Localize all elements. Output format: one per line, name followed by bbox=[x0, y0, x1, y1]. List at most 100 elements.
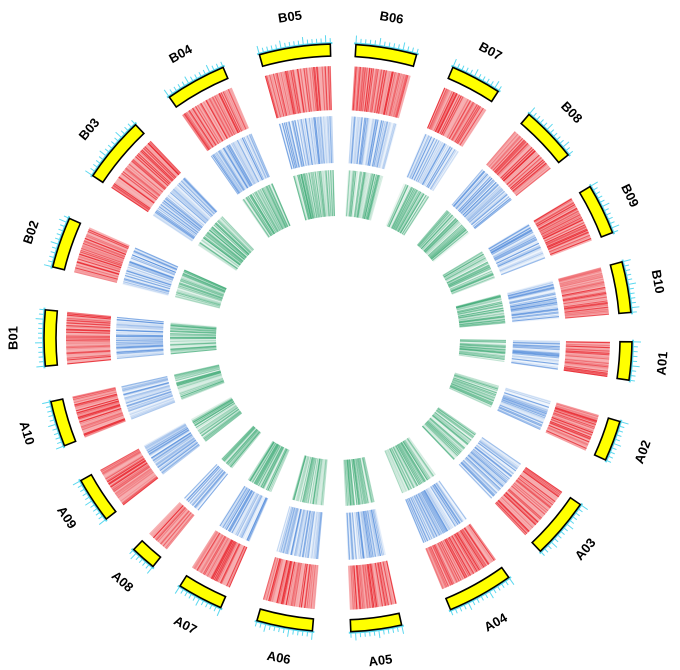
green-track-A03-bar bbox=[434, 412, 472, 442]
blue-track-B10-bar bbox=[511, 309, 559, 317]
blue-track-A05-bar bbox=[361, 511, 370, 558]
green-track-B06-bar bbox=[345, 170, 351, 217]
blue-track-A07-bar bbox=[234, 492, 258, 536]
blue-track-B02-bar bbox=[131, 256, 176, 275]
tick-mark bbox=[373, 629, 376, 636]
green-track-B02-bar bbox=[184, 269, 227, 290]
green-track-B04-bar bbox=[244, 197, 272, 237]
red-track-A05-bar bbox=[350, 565, 354, 610]
blue-track-A03-bar bbox=[471, 450, 508, 483]
green-track-B09-bar bbox=[448, 267, 492, 288]
red-track-B02-bar bbox=[83, 241, 125, 258]
blue-track-A05-bar bbox=[366, 510, 376, 558]
blue-track-B03-bar bbox=[171, 190, 208, 223]
red-track-A10-bar bbox=[78, 406, 121, 421]
blue-track-A09-bar bbox=[152, 434, 193, 461]
blue-track-A05-bar bbox=[350, 512, 356, 560]
blue-track-A05-bar bbox=[349, 512, 355, 560]
green-track-A09-bar bbox=[195, 402, 236, 428]
tick-mark bbox=[456, 63, 461, 70]
red-track-A07-bar bbox=[206, 537, 229, 577]
red-track-B07-bar bbox=[459, 107, 484, 146]
green-track-B09-bar bbox=[444, 256, 486, 280]
blue-track-B01-bar bbox=[116, 329, 164, 333]
red-track-B07-bar bbox=[436, 93, 458, 134]
red-track-A07-bar bbox=[216, 541, 237, 582]
red-track-A06-bar bbox=[269, 558, 282, 602]
blue-track-A04-bar bbox=[430, 486, 456, 527]
blue-track-B05-bar bbox=[311, 117, 319, 165]
blue-track-A06-bar bbox=[286, 508, 299, 555]
green-track-A04-bar bbox=[390, 447, 412, 490]
green-track-A01-bar bbox=[459, 343, 506, 347]
blue-track-A05-bar bbox=[369, 509, 380, 557]
blue-track-B05-bar bbox=[311, 117, 318, 165]
red-track-B08-bar bbox=[509, 159, 544, 189]
ideogram-B10 bbox=[609, 260, 632, 315]
red-track-A03-bar bbox=[495, 501, 528, 535]
blue-track-A06-bar bbox=[306, 511, 314, 558]
red-track-A06-bar bbox=[310, 564, 317, 609]
tick-mark bbox=[382, 628, 385, 635]
blue-track-B04-bar bbox=[243, 136, 265, 180]
tick-mark bbox=[618, 425, 625, 429]
green-track-A04-bar bbox=[394, 445, 418, 487]
green-track-B06-bar bbox=[357, 172, 366, 218]
blue-track-B10-bar bbox=[509, 294, 556, 305]
green-track-A01-bar bbox=[459, 351, 506, 358]
green-track-B08-bg bbox=[417, 210, 470, 263]
green-track-B01-bar bbox=[170, 332, 217, 336]
red-track-A03-bar bbox=[509, 487, 544, 518]
red-track-A02-bar bbox=[545, 430, 587, 450]
tick-mark bbox=[58, 228, 65, 232]
red-track-B05-bar bbox=[319, 66, 324, 111]
green-track-B02-bar bbox=[177, 287, 222, 302]
blue-track-B03-bar bbox=[168, 193, 206, 225]
blue-track-A03-bar bbox=[465, 457, 501, 491]
green-track-A06-bar bbox=[316, 459, 324, 505]
red-track-B02-bar bbox=[87, 230, 129, 250]
tick-mark bbox=[580, 504, 588, 511]
blue-track-A01-bar bbox=[511, 360, 559, 368]
green-track-B02-bar bbox=[180, 277, 225, 295]
green-track-A08-bar bbox=[227, 429, 259, 466]
green-track-A06-bar bbox=[300, 456, 312, 502]
green-track-B04-bar bbox=[252, 192, 277, 234]
blue-track-B08-bar bbox=[458, 177, 493, 213]
red-track-B02-bar bbox=[80, 249, 123, 265]
blue-track-A04-bar bbox=[432, 484, 459, 526]
red-track-B07-bar bbox=[442, 96, 464, 136]
red-track-A08-bar bbox=[164, 513, 194, 549]
blue-track-B02-bar bbox=[125, 272, 171, 288]
blue-track-B09-bar bbox=[496, 242, 540, 264]
blue-track-A06-bg bbox=[276, 506, 323, 560]
red-track-B05-bar bbox=[284, 71, 295, 115]
red-track-B03-bar bbox=[116, 178, 154, 206]
green-track-B06-bar bbox=[366, 174, 379, 220]
red-track-B08-bar bbox=[504, 151, 538, 183]
blue-track-B01-bar bbox=[116, 331, 164, 334]
green-track-B10-bar bbox=[456, 296, 502, 310]
red-track-A04-bar bbox=[438, 542, 460, 583]
blue-track-A01-bar bbox=[512, 351, 560, 357]
red-track-B04-bar bbox=[216, 94, 237, 135]
green-track-A04-bar bbox=[396, 444, 420, 486]
tick-mark bbox=[279, 40, 282, 50]
blue-track-A03-bar bbox=[477, 442, 517, 472]
blue-track-B04-bar bbox=[239, 138, 262, 182]
green-track-B02-bar bbox=[176, 289, 222, 304]
green-track-B05-bar bbox=[325, 170, 331, 217]
blue-track-A04-bar bbox=[431, 485, 458, 526]
green-track-B09-bar bbox=[451, 277, 496, 295]
red-track-A03-bar bbox=[508, 488, 542, 519]
blue-track-B09-bar bbox=[489, 227, 532, 252]
blue-track-B10-bar bbox=[511, 308, 559, 316]
green-track-B06-bar bbox=[347, 170, 353, 217]
blue-track-B09-bar bbox=[499, 251, 543, 271]
blue-track-B04-bar bbox=[223, 147, 249, 189]
red-track-A10-bar bbox=[72, 386, 116, 398]
red-track-B06-bar bbox=[393, 74, 405, 118]
green-track-A02-bar bbox=[454, 372, 500, 387]
tick-mark bbox=[297, 629, 299, 636]
green-track-B06-bar bbox=[358, 172, 367, 218]
